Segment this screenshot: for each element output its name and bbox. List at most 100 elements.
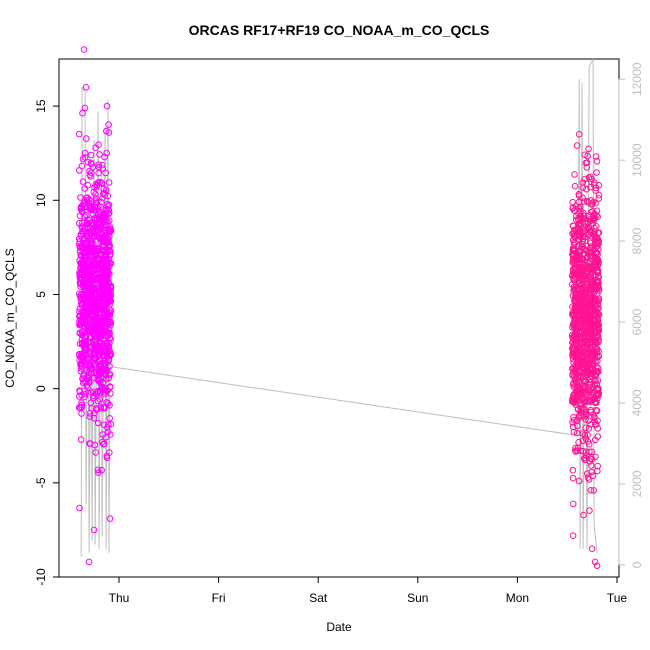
data-point bbox=[106, 318, 114, 326]
data-point bbox=[595, 352, 603, 360]
data-point bbox=[106, 306, 113, 314]
data-point bbox=[571, 182, 579, 190]
data-point bbox=[104, 353, 111, 361]
data-point bbox=[95, 275, 102, 283]
data-point bbox=[92, 195, 100, 202]
data-point bbox=[577, 203, 584, 211]
data-point bbox=[107, 420, 115, 428]
altitude-line bbox=[80, 58, 598, 557]
data-point bbox=[574, 422, 581, 430]
altitude-line-layer bbox=[80, 58, 598, 557]
data-point bbox=[594, 425, 602, 432]
data-point bbox=[95, 161, 102, 168]
data-point bbox=[584, 220, 591, 228]
x-tick-label: Fri bbox=[212, 591, 226, 605]
data-point bbox=[585, 425, 593, 432]
data-point bbox=[588, 545, 596, 553]
data-point bbox=[101, 329, 108, 336]
y-tick-label: 10 bbox=[34, 193, 48, 207]
data-point bbox=[88, 169, 95, 176]
data-point bbox=[88, 307, 96, 314]
data-point bbox=[84, 232, 91, 239]
data-point bbox=[93, 199, 101, 207]
data-point bbox=[76, 212, 84, 219]
data-point bbox=[591, 558, 599, 566]
data-point bbox=[77, 360, 84, 368]
data-point bbox=[591, 232, 599, 240]
data-point bbox=[85, 355, 93, 363]
data-point bbox=[92, 260, 99, 268]
data-point bbox=[574, 311, 582, 318]
data-point bbox=[80, 372, 87, 380]
data-point bbox=[94, 388, 101, 396]
data-point bbox=[96, 296, 104, 304]
data-point bbox=[79, 315, 87, 323]
data-point bbox=[581, 326, 588, 334]
data-point bbox=[91, 374, 98, 382]
data-point bbox=[106, 334, 114, 342]
data-point bbox=[586, 448, 593, 456]
data-point bbox=[575, 131, 583, 138]
data-point bbox=[89, 245, 96, 252]
data-point bbox=[81, 387, 88, 394]
data-point bbox=[77, 321, 84, 329]
data-point bbox=[80, 379, 87, 387]
data-point bbox=[101, 344, 109, 352]
data-point bbox=[592, 199, 599, 207]
data-point bbox=[77, 436, 85, 443]
data-point bbox=[591, 308, 599, 315]
data-point bbox=[581, 212, 588, 220]
data-point bbox=[594, 462, 602, 470]
data-point bbox=[88, 299, 95, 307]
data-point bbox=[575, 204, 583, 212]
data-point bbox=[78, 365, 85, 372]
data-point bbox=[104, 282, 111, 290]
data-point bbox=[90, 188, 97, 196]
data-point bbox=[93, 405, 100, 412]
data-point bbox=[587, 252, 594, 260]
data-point bbox=[105, 226, 112, 234]
data-point bbox=[583, 319, 591, 326]
data-point bbox=[95, 163, 103, 171]
data-point bbox=[590, 349, 598, 357]
data-point bbox=[572, 448, 580, 455]
data-point bbox=[579, 437, 587, 445]
data-point bbox=[592, 271, 600, 279]
data-point bbox=[90, 526, 98, 534]
data-point bbox=[582, 233, 589, 241]
data-point bbox=[106, 315, 113, 323]
data-point bbox=[585, 476, 593, 483]
data-point bbox=[83, 212, 90, 219]
data-point bbox=[582, 360, 589, 368]
data-point bbox=[100, 215, 107, 222]
data-point bbox=[88, 160, 95, 168]
data-point bbox=[576, 222, 583, 229]
data-point bbox=[588, 175, 596, 183]
data-point bbox=[579, 289, 587, 296]
data-point bbox=[77, 299, 85, 307]
data-point bbox=[98, 466, 105, 474]
data-point bbox=[90, 220, 97, 227]
data-point bbox=[84, 345, 91, 353]
data-point bbox=[585, 319, 593, 327]
data-point bbox=[81, 154, 89, 161]
data-point bbox=[579, 293, 587, 301]
data-point bbox=[90, 392, 97, 400]
data-point bbox=[572, 213, 580, 220]
data-point bbox=[79, 339, 86, 347]
data-point bbox=[78, 242, 85, 250]
data-point bbox=[593, 243, 600, 250]
data-point bbox=[99, 431, 106, 438]
data-point bbox=[587, 370, 595, 378]
data-point bbox=[103, 102, 111, 110]
points-layer bbox=[75, 46, 603, 570]
data-point bbox=[583, 164, 591, 171]
data-point bbox=[96, 304, 103, 312]
data-point bbox=[593, 395, 601, 403]
data-point bbox=[575, 192, 583, 199]
data-point bbox=[580, 511, 587, 519]
data-point bbox=[586, 458, 594, 465]
data-point bbox=[594, 298, 602, 305]
data-point bbox=[79, 219, 86, 227]
